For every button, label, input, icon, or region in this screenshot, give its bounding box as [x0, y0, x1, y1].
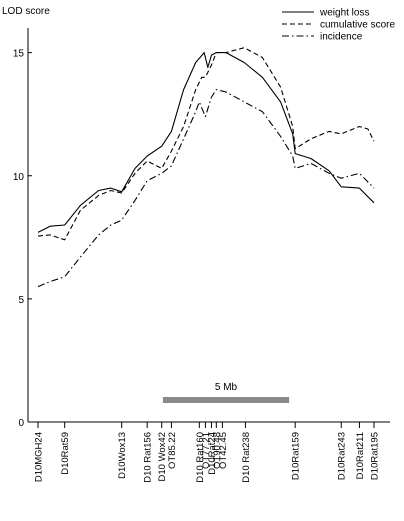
- scale-bar-label: 5 Mb: [215, 382, 238, 393]
- marker-label: D10Rat195: [370, 432, 381, 480]
- series-line-1: [37, 52, 375, 233]
- series-line-3: [37, 89, 375, 288]
- y-tick-label: 0: [18, 418, 24, 429]
- y-tick-label: 5: [18, 295, 24, 306]
- y-ticks: 0 5 10 15: [13, 49, 32, 429]
- series-line-2: [37, 47, 375, 241]
- legend-label: weight loss: [319, 8, 369, 19]
- marker-label: OT42.45: [218, 432, 229, 469]
- marker-label: D10 Wox42: [157, 432, 168, 481]
- marker-label: OT85.22: [167, 432, 178, 469]
- y-tick-label: 10: [13, 172, 25, 183]
- legend-label: cumulative score: [320, 20, 395, 31]
- legend-label: incidence: [320, 32, 363, 43]
- scale-bar-rect: [162, 397, 290, 403]
- marker-label: D10Wox13: [117, 432, 128, 479]
- y-tick-label: 15: [13, 49, 25, 60]
- marker-label: D10 Rat160: [195, 432, 206, 483]
- marker-label: D10MGH24: [34, 432, 45, 482]
- marker-label: D10Rat59: [60, 432, 71, 475]
- marker-label: OT90.48: [212, 432, 223, 469]
- marker-label: D10Rat24: [207, 432, 218, 475]
- series-lines: [37, 47, 375, 288]
- axes: LOD score: [2, 6, 390, 423]
- y-axis-title: LOD score: [2, 6, 50, 17]
- marker-label: D10Rat159: [291, 432, 302, 480]
- marker-label: D10Rat211: [355, 432, 366, 479]
- marker-label: D10Rat243: [337, 432, 348, 480]
- marker-label: D10 Rat238: [241, 432, 252, 483]
- marker-label: OT77.21: [201, 432, 212, 469]
- scale-bar: 5 Mb: [162, 382, 290, 403]
- marker-ticks: D10MGH24 D10Rat59 D10Wox13 D10 Rat156 D10 Wo…: [34, 422, 381, 483]
- marker-label: D10 Rat156: [143, 432, 154, 483]
